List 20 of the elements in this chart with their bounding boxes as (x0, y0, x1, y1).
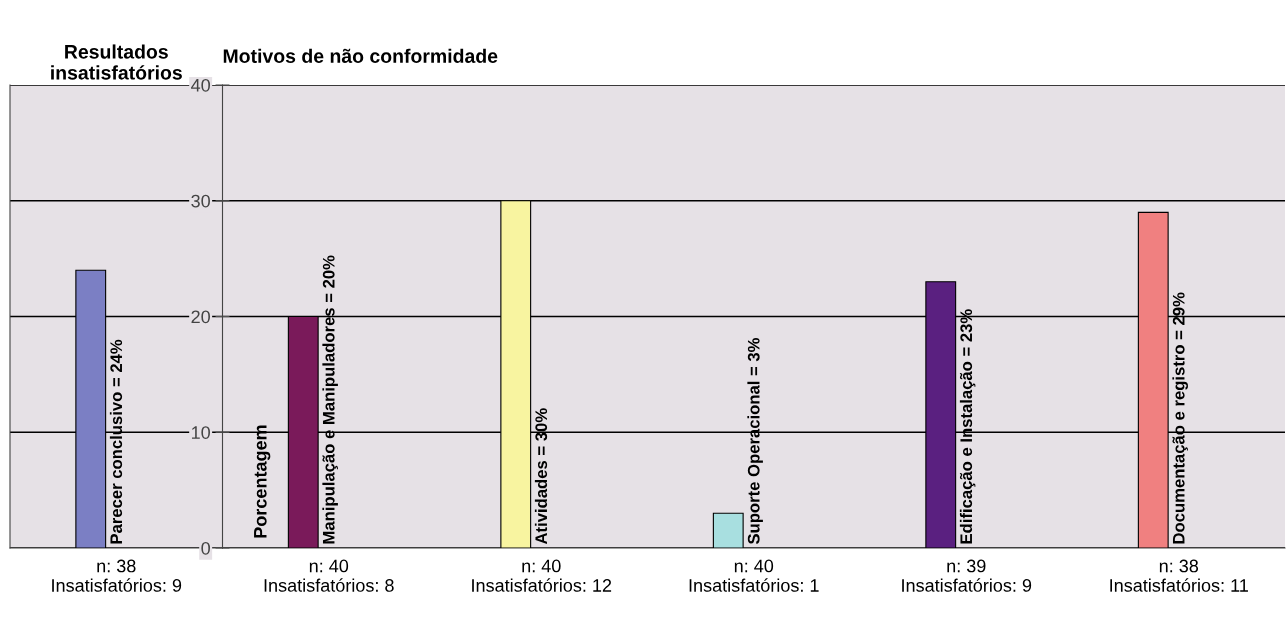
bar (712, 512, 744, 548)
x-tick-label: n: 40 Insatisfatórios: 12 (472, 559, 612, 592)
chart-title: Resultados insatisfatórios (51, 44, 182, 80)
x-tick-label: n: 40 Insatisfatórios: 8 (264, 559, 394, 592)
y-tick-label: 40 (191, 78, 210, 92)
y-axis-title: Porcentagem (254, 425, 271, 538)
x-tick-label: n: 38 Insatisfatórios: 11 (1110, 559, 1248, 592)
y-tick-label: 20 (191, 310, 210, 324)
data-label: Atividades = 30% (534, 408, 548, 545)
data-label: Documentação e registro = 29% (1172, 292, 1188, 544)
chart-title: Motivos de não conformidade (223, 48, 498, 63)
y-tick-label: 30 (191, 194, 210, 208)
x-tick-label: n: 38 Insatisfatórios: 9 (52, 559, 182, 592)
data-label: Parecer conclusivo = 24% (109, 339, 123, 544)
x-tick-label: n: 40 Insatisfatórios: 1 (689, 559, 819, 592)
y-tick-label: 0 (201, 541, 210, 555)
y-tick-label: 10 (191, 426, 210, 439)
x-tick-label: n: 39 Insatisfatórios: 9 (902, 559, 1032, 592)
data-label: Edificação e Instalação = 23% (959, 309, 976, 544)
data-label: Suporte Operacional = 3% (747, 337, 763, 545)
